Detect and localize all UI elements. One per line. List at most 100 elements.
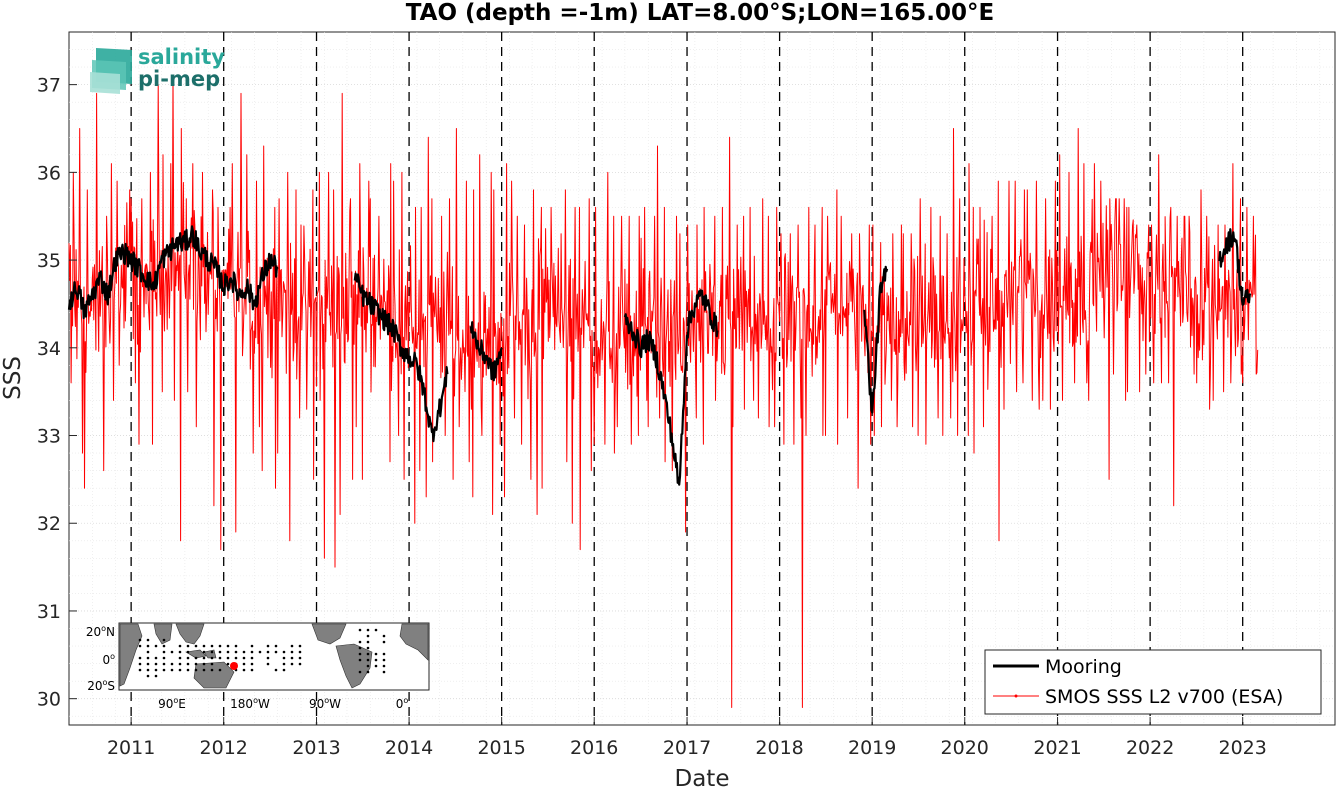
inset-mooring-dot xyxy=(226,644,230,648)
y-tick-label: 30 xyxy=(37,689,61,711)
mooring-series xyxy=(67,225,1252,486)
inset-mooring-dot xyxy=(290,662,294,666)
inset-mooring-dot xyxy=(186,668,190,672)
inset-mooring-dot xyxy=(162,662,166,666)
inset-lat-label: 20oN xyxy=(86,624,115,639)
inset-mooring-dot xyxy=(366,634,370,638)
inset-mooring-dot xyxy=(210,662,214,666)
inset-mooring-dot xyxy=(178,656,182,660)
inset-lon-label: 180oW xyxy=(230,696,270,711)
inset-mooring-dot xyxy=(374,664,378,668)
inset-mooring-dot xyxy=(298,644,302,648)
inset-mooring-dot xyxy=(146,644,150,648)
inset-mooring-dot xyxy=(382,640,386,644)
inset-mooring-dot xyxy=(358,652,362,656)
inset-mooring-dot xyxy=(210,656,214,660)
inset-mooring-dot xyxy=(146,656,150,660)
grid xyxy=(69,32,1335,725)
inset-mooring-dot xyxy=(250,656,254,660)
inset-lon-label: 0o xyxy=(396,696,409,711)
inset-mooring-dot xyxy=(290,644,294,648)
inset-mooring-dot xyxy=(146,674,150,678)
mooring-line xyxy=(623,289,719,486)
inset-mooring-dot xyxy=(154,662,158,666)
mooring-line xyxy=(353,272,449,443)
inset-mooring-dot xyxy=(138,656,142,660)
x-tick-label: 2021 xyxy=(1033,737,1081,759)
inset-mooring-dot xyxy=(242,656,246,660)
inset-mooring-dots xyxy=(138,628,386,678)
inset-mooring-dot xyxy=(298,662,302,666)
x-tick-label: 2018 xyxy=(755,737,803,759)
inset-mooring-dot xyxy=(162,638,166,642)
inset-mooring-dot xyxy=(366,628,370,632)
inset-mooring-dot xyxy=(382,658,386,662)
x-tick-label: 2013 xyxy=(292,737,340,759)
inset-land xyxy=(119,623,429,689)
inset-mooring-dot xyxy=(202,656,206,660)
legend: Mooring SMOS SSS L2 v700 (ESA) xyxy=(984,649,1322,715)
x-tick-label: 2019 xyxy=(848,737,896,759)
inset-mooring-dot xyxy=(234,644,238,648)
inset-mooring-dot xyxy=(266,650,270,654)
inset-mooring-dot xyxy=(146,650,150,654)
inset-mooring-dot xyxy=(374,652,378,656)
y-tick-label: 34 xyxy=(37,338,61,360)
x-axis: 2011 2012 2013 2014 2015 2016 2017 2018 2019 2020… xyxy=(107,717,1267,759)
x-tick-label: 2017 xyxy=(663,737,711,759)
plot-area xyxy=(68,31,1336,726)
inset-mooring-dot xyxy=(138,638,142,642)
inset-mooring-dot xyxy=(274,650,278,654)
inset-mooring-dot xyxy=(358,646,362,650)
x-tick-label: 2020 xyxy=(941,737,989,759)
x-tick-label: 2012 xyxy=(200,737,248,759)
inset-mooring-dot xyxy=(226,662,230,666)
y-axis: 30 31 32 33 34 35 36 37 xyxy=(37,75,77,711)
mooring-line xyxy=(1218,228,1252,306)
inset-mooring-dot xyxy=(250,644,254,648)
inset-mooring-dot xyxy=(202,644,206,648)
inset-mooring-dot xyxy=(218,644,222,648)
inset-mooring-dot xyxy=(138,644,142,648)
inset-lat-label: 0o xyxy=(102,652,115,667)
inset-mooring-dot xyxy=(374,628,378,632)
x-tick-label: 2014 xyxy=(385,737,433,759)
inset-mooring-dot xyxy=(186,650,190,654)
y-tick-label: 33 xyxy=(37,426,61,448)
inset-mooring-dot xyxy=(226,656,230,660)
inset-mooring-dot xyxy=(146,668,150,672)
inset-mooring-dot xyxy=(170,668,174,672)
inset-mooring-dot xyxy=(274,668,278,672)
legend-box xyxy=(984,649,1322,715)
inset-mooring-dot xyxy=(218,650,222,654)
inset-mooring-dot xyxy=(194,644,198,648)
inset-lon-label: 90oW xyxy=(309,696,341,711)
inset-mooring-dot xyxy=(366,670,370,674)
inset-mooring-dot xyxy=(210,668,214,672)
inset-mooring-dot xyxy=(186,662,190,666)
y-tick-label: 31 xyxy=(37,601,61,623)
inset-mooring-dot xyxy=(290,650,294,654)
inset-mooring-dot xyxy=(146,662,150,666)
inset-mooring-dot xyxy=(170,650,174,654)
y-axis-label: SSS xyxy=(0,356,26,400)
inset-mooring-dot xyxy=(242,650,246,654)
inset-mooring-dot xyxy=(382,664,386,668)
inset-mooring-dot xyxy=(358,670,362,674)
legend-smos-label: SMOS SSS L2 v700 (ESA) xyxy=(1045,686,1283,708)
inset-mooring-dot xyxy=(282,668,286,672)
inset-mooring-dot xyxy=(138,668,142,672)
x-tick-label: 2015 xyxy=(477,737,525,759)
inset-mooring-dot xyxy=(266,656,270,660)
inset-mooring-dot xyxy=(202,668,206,672)
inset-mooring-dot xyxy=(250,650,254,654)
inset-mooring-dot xyxy=(382,652,386,656)
inset-mooring-dot xyxy=(218,656,222,660)
inset-mooring-dot xyxy=(382,634,386,638)
logo-line2: pi-mep xyxy=(138,67,220,91)
inset-mooring-dot xyxy=(266,662,270,666)
inset-mooring-dot xyxy=(366,640,370,644)
inset-mooring-dot xyxy=(366,664,370,668)
inset-mooring-dot xyxy=(186,656,190,660)
inset-mooring-dot xyxy=(170,662,174,666)
